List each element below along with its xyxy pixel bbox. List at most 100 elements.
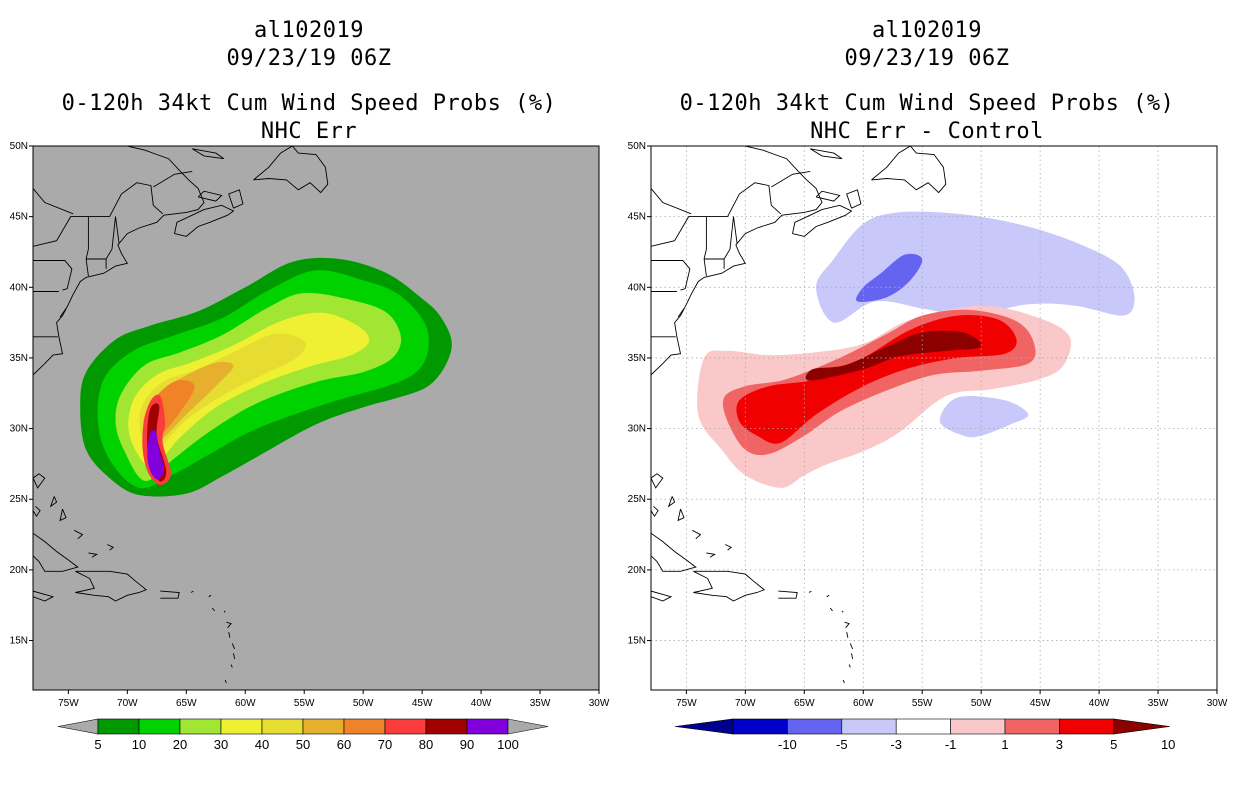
- colorbar-label: 70: [378, 737, 392, 752]
- coastline: [871, 146, 947, 194]
- left-map-chart: 75W 70W 65W 60W 55W 50W 45W 40W 35W 30W 15N 20N 25N 3…: [10, 141, 610, 752]
- lat-tick-label: 40N: [628, 282, 646, 293]
- colorbar-swatch: [1004, 718, 1060, 735]
- contour-level-40: [139, 333, 306, 453]
- coastline: [33, 182, 164, 247]
- coastline: [846, 632, 849, 638]
- lat-tick-label: 25N: [628, 494, 646, 505]
- coastline: [231, 643, 236, 650]
- lon-tick-label: 70W: [735, 698, 756, 709]
- coastline: [692, 529, 702, 540]
- coastline: [85, 216, 89, 277]
- colorbar-label: 80: [419, 737, 433, 752]
- colorbar-swatch: [787, 718, 843, 735]
- colorbar-label: 40: [255, 737, 269, 752]
- lon-tick-label: 50W: [971, 698, 992, 709]
- colorbar-label: -1: [945, 737, 957, 752]
- colorbar-label: 100: [497, 737, 519, 752]
- contour-level-neg3: [856, 253, 923, 302]
- coastline: [33, 505, 41, 518]
- lat-tick-label: 25N: [10, 494, 28, 505]
- coastline: [223, 610, 226, 613]
- coastline: [33, 532, 79, 572]
- right-title: 0-120h 34kt Cum Wind Speed Probs (%): [679, 91, 1175, 116]
- lat-tick-label: 45N: [628, 212, 646, 223]
- map-frame: [650, 145, 1218, 691]
- colorbar-label: 10: [132, 737, 146, 752]
- colorbar-label: 5: [94, 737, 101, 752]
- lon-tick-label: 40W: [1089, 698, 1110, 709]
- coastline: [848, 664, 851, 668]
- contour-level-10: [805, 330, 982, 381]
- contour-level-30: [128, 312, 370, 467]
- coastline: [841, 610, 844, 613]
- lat-tick-label: 40N: [10, 282, 28, 293]
- lat-tick-label: 50N: [10, 141, 28, 152]
- lat-tick-label: 50N: [628, 141, 646, 152]
- colorbar-swatch: [1059, 718, 1115, 735]
- coastline: [677, 308, 685, 318]
- lon-tick-label: 45W: [1030, 698, 1051, 709]
- coastline: [160, 590, 180, 599]
- coastline: [815, 190, 841, 202]
- coastline: [651, 260, 691, 291]
- colorbar-label: 10: [1161, 737, 1175, 752]
- map-area: [32, 145, 600, 691]
- left-datetime: 09/23/19 06Z: [226, 46, 392, 71]
- coastline: [667, 496, 676, 508]
- lon-tick-label: 75W: [58, 698, 79, 709]
- lon-tick-label: 55W: [294, 698, 315, 709]
- coastline: [197, 190, 223, 202]
- coastline: [33, 590, 55, 602]
- right-subtitle: NHC Err - Control: [810, 119, 1044, 144]
- colorbar-label: 60: [337, 737, 351, 752]
- coastline: [59, 508, 67, 522]
- lon-tick-label: 65W: [794, 698, 815, 709]
- colorbar: 5 10 20 30 40 50 60 70 80 90 100: [57, 718, 549, 752]
- left-subtitle: NHC Err: [260, 119, 358, 144]
- coastline: [226, 621, 232, 629]
- coastline: [651, 590, 673, 602]
- coastline: [829, 607, 833, 612]
- map-frame: [32, 145, 600, 691]
- coastline: [703, 216, 707, 277]
- coastline: [826, 594, 830, 598]
- coastline: [107, 544, 115, 551]
- colorbar-label: 20: [173, 737, 187, 752]
- coastline: [651, 505, 659, 518]
- lon-tick-label: 55W: [912, 698, 933, 709]
- coastline: [693, 570, 766, 602]
- coastline: [224, 679, 227, 684]
- coastline: [844, 621, 850, 629]
- lon-tick-label: 30W: [1207, 698, 1228, 709]
- lat-tick-label: 15N: [10, 636, 28, 647]
- colorbar-swatch: [261, 718, 304, 735]
- colorbar-swatch: [343, 718, 386, 735]
- colorbar-end-low: [674, 718, 734, 735]
- lat-tick-label: 30N: [10, 424, 28, 435]
- right-datetime: 09/23/19 06Z: [844, 46, 1010, 71]
- coastline: [849, 643, 854, 650]
- coastline: [851, 653, 854, 659]
- coastline: [808, 590, 812, 593]
- lon-tick-label: 35W: [1148, 698, 1169, 709]
- right-panel: al102019 09/23/19 06Z 0-120h 34kt Cum Wi…: [618, 0, 1236, 800]
- coastline: [233, 653, 236, 659]
- coastline: [88, 552, 98, 558]
- lat-tick-label: 20N: [10, 565, 28, 576]
- coastline: [792, 204, 853, 237]
- lon-tick-label: 70W: [117, 698, 138, 709]
- probability-contours: [697, 211, 1135, 488]
- coastline: [725, 544, 733, 551]
- coastline: [706, 552, 716, 558]
- lon-tick-label: 75W: [676, 698, 697, 709]
- lat-tick-label: 45N: [10, 212, 28, 223]
- colorbar-label: 30: [214, 737, 228, 752]
- coastline: [74, 529, 84, 540]
- coastline: [191, 148, 225, 160]
- coastline: [846, 189, 862, 209]
- contour-level-90: [147, 430, 164, 480]
- lat-tick-label: 35N: [10, 353, 28, 364]
- coastline: [842, 679, 845, 684]
- lat-tick-label: 15N: [628, 636, 646, 647]
